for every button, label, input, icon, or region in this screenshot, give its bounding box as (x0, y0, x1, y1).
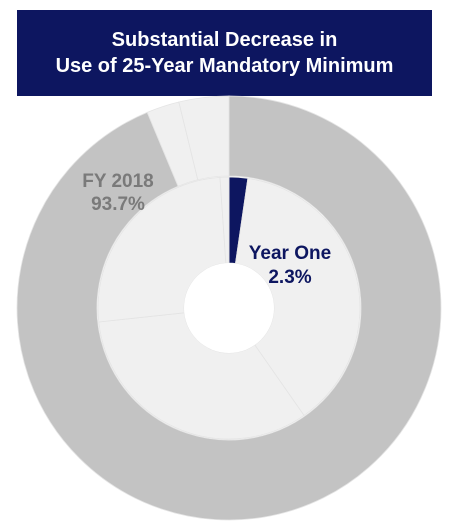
inner-ring-value-label: 2.3% (268, 267, 311, 288)
chart-title-banner: Substantial Decrease in Use of 25-Year M… (17, 10, 432, 96)
inner-ring-label: Year One (249, 243, 331, 264)
outer-ring-fy2018 (16, 95, 442, 521)
inner-ring-year-one (97, 176, 361, 440)
outer-ring-value-label: 93.7% (91, 194, 145, 215)
ring-0-slice-2 (178, 95, 230, 181)
chart-title-line-2: Use of 25-Year Mandatory Minimum (55, 55, 394, 77)
chart-title-line-1: Substantial Decrease in (111, 29, 338, 51)
ring-1-slice-3 (97, 176, 227, 323)
ring-0-slice-0 (16, 95, 442, 521)
outer-ring-label: FY 2018 (82, 171, 153, 192)
donut-hole (184, 263, 274, 353)
